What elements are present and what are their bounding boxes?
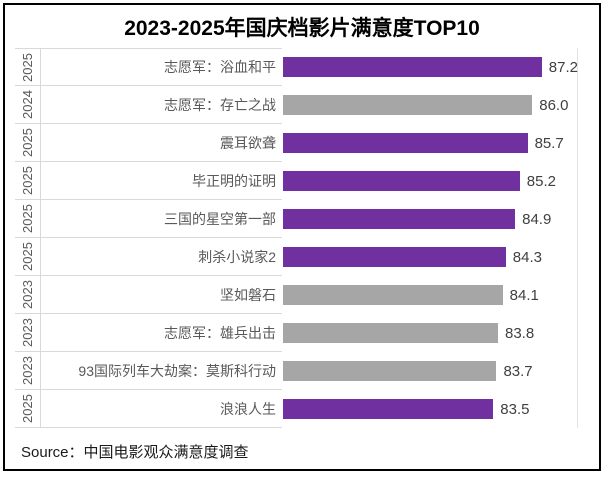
bar [283, 361, 497, 381]
movie-name-label: 毕正明的证明 [192, 172, 276, 189]
year-label: 2023 [20, 280, 36, 309]
value-label: 84.1 [509, 286, 539, 304]
source-caption: Source：中国电影观众满意度调查 [21, 444, 249, 461]
value-label: 83.8 [504, 324, 535, 342]
chart-row: 2025 震耳欲聋 85.7 [15, 124, 578, 162]
movie-name-label: 93国际列车大劫案：莫斯科行动 [78, 362, 276, 379]
value-label: 84.3 [512, 248, 542, 266]
year-label: 2023 [20, 318, 36, 347]
bar-area: 84.3 [282, 238, 578, 276]
year-cell: 2023 [15, 276, 41, 313]
year-label: 2025 [20, 394, 36, 423]
year-cell: 2025 [15, 390, 41, 427]
movie-name-label: 三国的星空第一部 [164, 210, 276, 227]
category-label-area: 2024 志愿军：存亡之战 [15, 86, 282, 124]
year-label: 2025 [20, 128, 36, 157]
movie-name-label: 震耳欲聋 [220, 134, 276, 151]
category-label-area: 2023 93国际列车大劫案：莫斯科行动 [15, 352, 282, 390]
bar-area: 85.7 [282, 124, 578, 162]
year-label: 2023 [20, 356, 36, 385]
chart-row: 2023 志愿军：雄兵出击 83.8 [15, 314, 578, 352]
category-label-area: 2023 志愿军：雄兵出击 [15, 314, 282, 352]
year-cell: 2025 [15, 124, 41, 161]
movie-name-label: 志愿军：浴血和平 [164, 59, 276, 75]
bar-area: 87.2 [282, 48, 578, 86]
year-label: 2025 [20, 204, 36, 233]
bar [283, 95, 533, 115]
year-cell: 2024 [15, 86, 41, 123]
bar-area: 86.0 [282, 86, 578, 124]
movie-name-label: 刺杀小说家2 [198, 248, 276, 265]
year-label: 2024 [20, 90, 36, 119]
category-label-area: 2025 震耳欲聋 [15, 124, 282, 162]
bar [283, 57, 542, 77]
chart-row: 2025 毕正明的证明 85.2 [15, 162, 578, 200]
chart-row: 2023 坚如磐石 84.1 [15, 276, 578, 314]
category-label-area: 2025 浪浪人生 [15, 390, 282, 428]
bar-area: 84.9 [282, 200, 578, 238]
chart-row: 2025 三国的星空第一部 84.9 [15, 200, 578, 238]
bar-area: 83.7 [282, 352, 578, 390]
chart-row: 2023 93国际列车大劫案：莫斯科行动 83.7 [15, 352, 578, 390]
value-label: 85.2 [526, 172, 556, 190]
bar [283, 285, 503, 305]
value-label: 87.2 [548, 58, 578, 76]
year-label: 2025 [20, 52, 36, 82]
category-label-area: 2025 志愿军：浴血和平 [15, 48, 282, 86]
chart-row: 2025 刺杀小说家2 84.3 [15, 238, 578, 276]
value-label: 84.9 [522, 210, 552, 228]
year-cell: 2023 [15, 352, 41, 389]
bar [283, 171, 520, 191]
year-cell: 2025 [15, 200, 41, 237]
bar-area: 84.1 [282, 276, 578, 314]
value-label: 83.5 [500, 400, 530, 418]
category-label-area: 2025 刺杀小说家2 [15, 238, 282, 276]
year-cell: 2025 [15, 162, 41, 199]
movie-name-label: 志愿军：存亡之战 [164, 96, 276, 113]
movie-name-label: 志愿军：雄兵出击 [164, 324, 276, 341]
bar-chart: 2025 志愿军：浴血和平 87.2 2024 志愿军：存亡之战 86.0 20… [15, 48, 578, 428]
category-label-area: 2025 三国的星空第一部 [15, 200, 282, 238]
movie-name-label: 坚如磐石 [220, 286, 276, 303]
year-cell: 2025 [15, 49, 41, 85]
category-label-area: 2025 毕正明的证明 [15, 162, 282, 200]
value-label: 83.7 [503, 362, 533, 380]
bar [283, 133, 528, 153]
chart-title: 2023-2025年国庆档影片满意度TOP10 [124, 16, 480, 40]
value-label: 86.0 [539, 96, 569, 114]
chart-frame: 2023-2025年国庆档影片满意度TOP10 2025 志愿军：浴血和平 87… [3, 3, 601, 471]
value-label: 85.7 [534, 134, 564, 152]
year-cell: 2025 [15, 238, 41, 275]
year-label: 2025 [20, 242, 36, 271]
year-label: 2025 [20, 166, 36, 195]
bar [283, 247, 506, 267]
chart-row: 2025 志愿军：浴血和平 87.2 [15, 48, 578, 86]
bar [283, 323, 498, 343]
chart-row: 2025 浪浪人生 83.5 [15, 390, 578, 428]
bar-area: 85.2 [282, 162, 578, 200]
bar [283, 399, 494, 419]
bar-area: 83.8 [282, 314, 578, 352]
category-label-area: 2023 坚如磐石 [15, 276, 282, 314]
bar-area: 83.5 [282, 390, 578, 428]
chart-row: 2024 志愿军：存亡之战 86.0 [15, 86, 578, 124]
bar-rows: 2025 志愿军：浴血和平 87.2 2024 志愿军：存亡之战 86.0 20… [15, 48, 578, 428]
bar [283, 209, 516, 229]
plot-right-gridline [577, 48, 578, 428]
year-cell: 2023 [15, 314, 41, 351]
movie-name-label: 浪浪人生 [220, 400, 276, 417]
